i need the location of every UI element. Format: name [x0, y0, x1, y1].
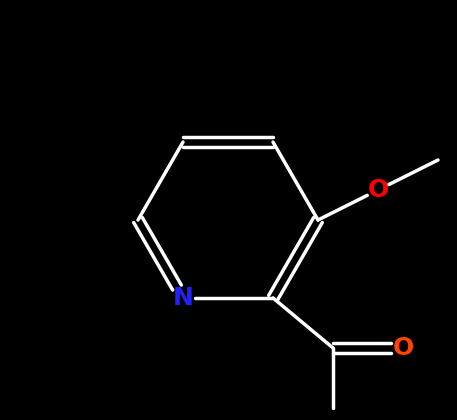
- Text: N: N: [173, 286, 193, 310]
- Text: O: O: [367, 178, 388, 202]
- Text: O: O: [393, 336, 414, 360]
